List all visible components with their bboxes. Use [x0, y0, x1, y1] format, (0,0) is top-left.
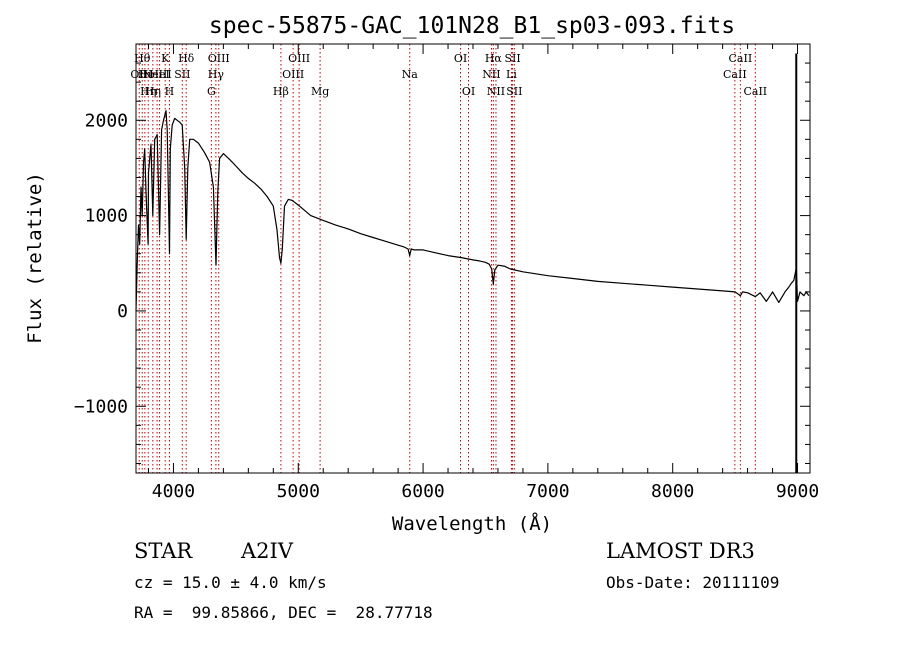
survey-name: LAMOST DR3	[606, 539, 755, 563]
x-axis-label: Wavelength (Å)	[392, 512, 552, 535]
line-label-12: Hγ	[208, 68, 225, 81]
coordinates-text: RA = 99.85866, DEC = 28.77718	[134, 603, 433, 622]
line-label-22: Hα	[485, 52, 503, 65]
line-label-1: Hθ	[134, 52, 151, 65]
line-label-19: OI	[454, 52, 467, 65]
line-label-7: K	[161, 52, 170, 65]
line-label-3: Hη	[140, 85, 156, 98]
line-label-20: OI	[462, 85, 475, 98]
line-label-16: OIII	[288, 52, 310, 65]
line-label-15: OIII	[282, 68, 304, 81]
line-label-10: Hδ	[178, 52, 195, 65]
line-label-11: G	[207, 85, 216, 98]
x-tick-label: 5000	[277, 481, 320, 502]
line-label-9: SII	[174, 68, 190, 81]
x-tick-label: 8000	[651, 481, 694, 502]
line-label-29: CaII	[743, 85, 767, 98]
y-axis-ticks: −1000 0 1000 2000	[74, 43, 810, 464]
line-label-6: HeI	[149, 68, 169, 81]
line-label-17: Mg	[311, 85, 329, 98]
line-label-8: H	[165, 85, 175, 98]
line-label-4: Hη	[145, 85, 161, 98]
emission-line-markers	[138, 44, 756, 473]
x-tick-label: 4000	[152, 481, 195, 502]
plot-frame	[135, 43, 811, 474]
y-tick-label: 2000	[85, 110, 128, 131]
line-label-14: Hβ	[273, 85, 289, 98]
x-tick-label: 7000	[526, 481, 569, 502]
y-tick-label: 1000	[85, 206, 128, 227]
x-tick-label: 9000	[776, 481, 819, 502]
line-label-26: SII	[506, 85, 522, 98]
line-label-2: Hι	[138, 68, 152, 81]
line-label-21: NII	[482, 68, 500, 81]
y-tick-label: 0	[117, 301, 128, 322]
line-label-25: SII	[504, 52, 520, 65]
chart-title: spec-55875-GAC_101N28_B1_sp03-093.fits	[209, 13, 735, 39]
object-class: STAR	[134, 539, 193, 563]
redshift-text: cz = 15.0 ± 4.0 km/s	[134, 573, 327, 592]
line-label-5: NeIII	[143, 68, 172, 81]
flux-series-line	[135, 110, 810, 311]
line-label-27: CaII	[723, 68, 747, 81]
y-axis-label: Flux (relative)	[24, 172, 46, 344]
line-label-28: CaII	[729, 52, 753, 65]
x-axis-ticks: 4000 5000 6000 7000 8000 9000	[147, 44, 819, 502]
line-label-0: OII	[130, 68, 148, 81]
x-tick-label: 6000	[401, 481, 444, 502]
line-label-24: Li	[506, 68, 517, 81]
line-label-23: NII	[487, 85, 505, 98]
line-label-18: Na	[402, 68, 419, 81]
object-subclass: A2IV	[241, 539, 293, 563]
y-tick-label: −1000	[74, 396, 128, 417]
obs-date-text: Obs-Date: 20111109	[606, 573, 780, 592]
line-label-13: OIII	[208, 52, 230, 65]
